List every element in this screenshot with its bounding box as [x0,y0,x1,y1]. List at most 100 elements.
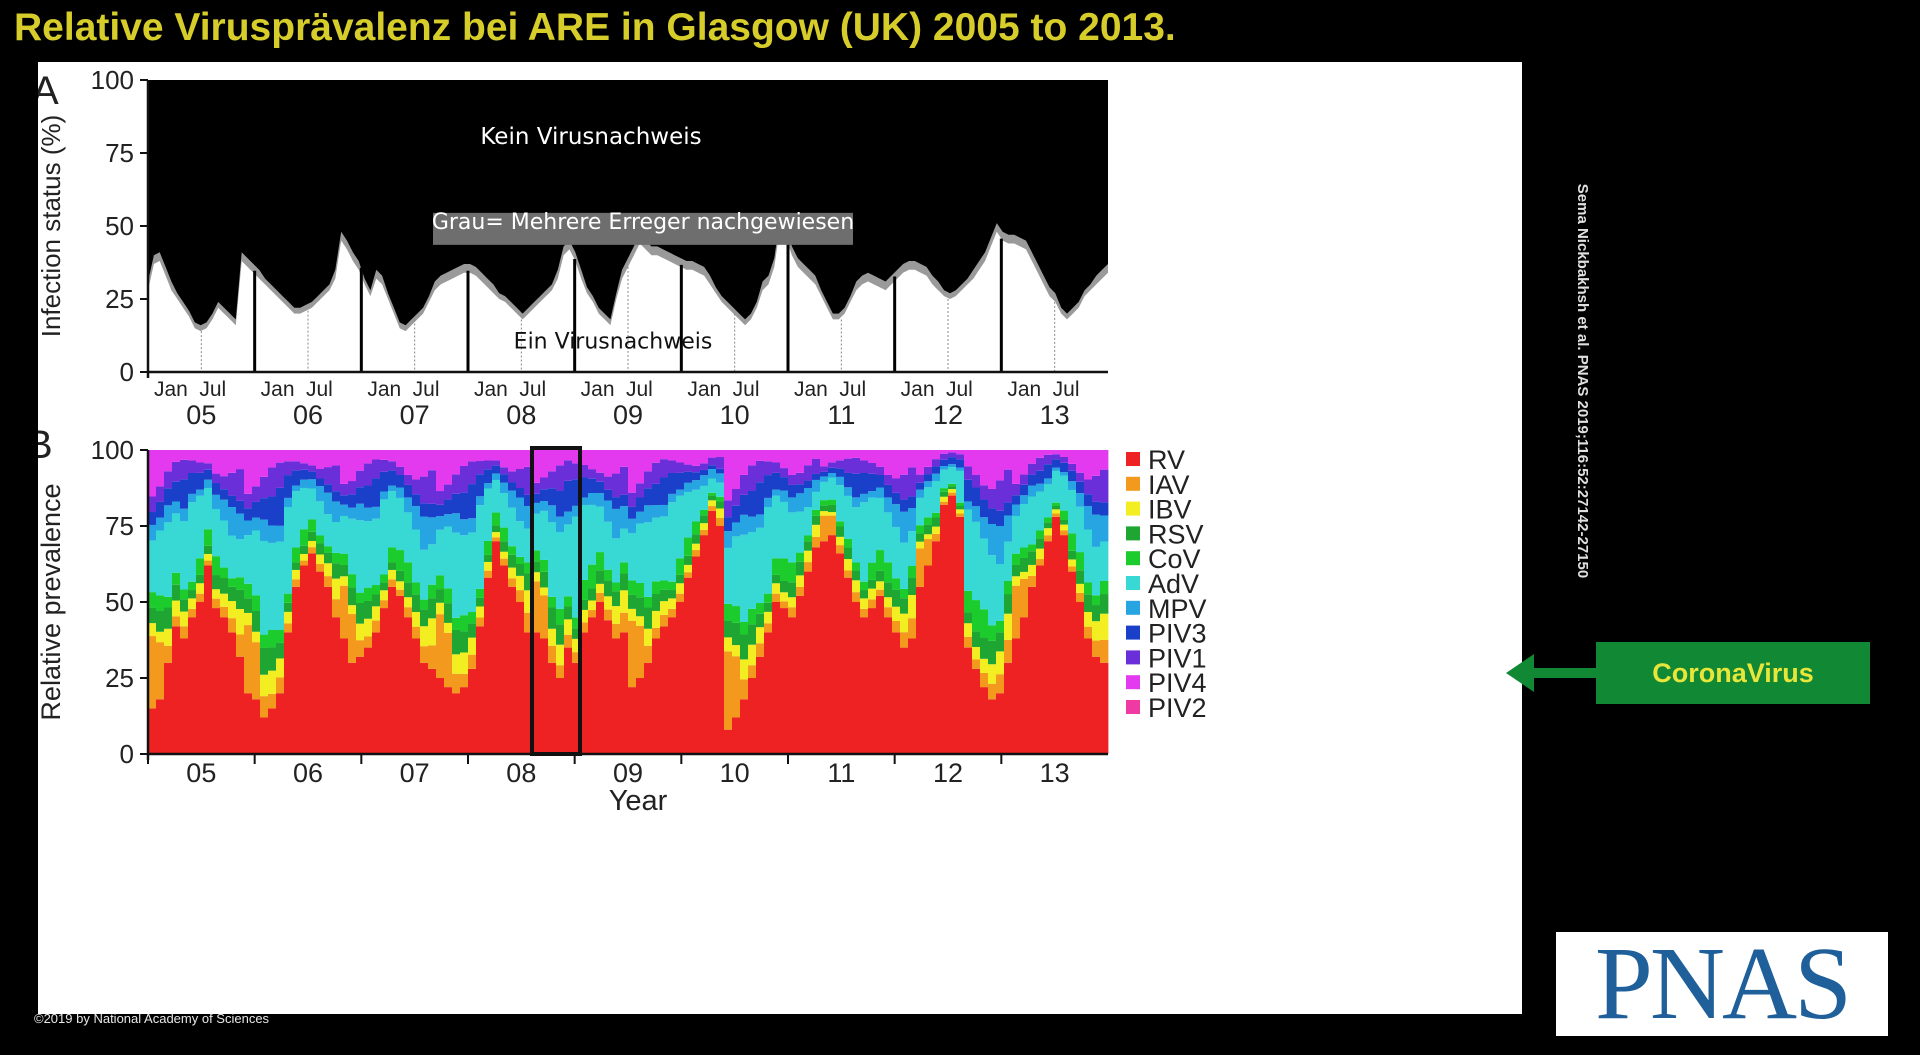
bar-segment-piv4 [180,450,189,460]
bar-segment-rv [900,647,909,754]
bar-segment-piv4 [460,450,469,466]
bar-segment-adv [764,507,773,594]
bar-segment-piv4 [820,450,829,467]
bar-segment-piv3 [412,494,421,506]
bar-segment-rsv [548,607,557,629]
bar-segment-rsv [1060,519,1069,525]
bar-segment-rsv [1084,594,1093,612]
bar-segment-piv4 [428,450,437,471]
bar-segment-mpv [668,493,677,503]
bar-segment-piv3 [180,479,189,509]
bar-segment-rsv [764,602,773,612]
bar-segment-piv3 [236,500,245,514]
bar-segment-ibv [836,536,845,546]
bar-segment-piv3 [396,475,405,488]
bar-segment-piv3 [724,517,733,532]
x-tick-month: Jan [581,378,615,401]
bar-segment-rsv [364,600,373,619]
bar-segment-iav [692,550,701,557]
bar-segment-ibv [756,627,765,644]
y-tick-label: 100 [91,65,134,95]
bar-segment-piv1 [652,462,661,484]
bar-segment-mpv [212,494,221,509]
bar-segment-piv4 [508,450,517,472]
bar-segment-mpv [324,492,333,515]
bar-segment-rv [684,577,693,754]
bar-segment-piv4 [748,450,757,466]
bar-segment-rsv [532,561,541,573]
bar-segment-piv4 [812,450,821,459]
bar-segment-rv [1060,535,1069,754]
bar-segment-rsv [596,570,605,584]
bar-segment-cov [324,546,333,553]
bar-segment-piv4 [372,450,381,460]
x-tick-month: Jan [901,378,935,401]
bar-segment-piv3 [1068,470,1077,482]
bar-segment-piv4 [852,450,861,458]
bar-segment-rsv [452,629,461,655]
bar-segment-rv [716,526,725,754]
bar-segment-rsv [732,622,741,646]
bar-segment-cov [356,592,365,603]
bar-segment-iav [684,572,693,578]
bar-segment-rv [620,632,629,754]
bar-segment-iav [348,614,357,663]
bar-segment-piv3 [476,474,485,497]
bar-segment-piv3 [1092,501,1101,515]
bar-segment-piv4 [1068,450,1077,464]
bar-segment-piv4 [924,450,933,467]
bar-segment-mpv [564,511,573,525]
bar-segment-iav [1100,639,1109,663]
bar-segment-adv [316,501,325,536]
bar-segment-piv1 [484,460,493,470]
bar-segment-mpv [804,488,813,507]
bar-segment-rsv [972,631,981,647]
bar-segment-adv [876,497,885,551]
bar-segment-rsv [700,515,709,524]
legend-item: CoV [1126,544,1201,574]
bar-segment-cov [940,488,949,492]
x-tick-year: 13 [1040,400,1070,430]
bar-segment-ibv [948,489,957,493]
bar-segment-piv1 [460,465,469,493]
left-arrow-icon [1506,654,1600,692]
bar-segment-adv [508,507,517,547]
bar-segment-mpv [716,473,725,483]
bar-segment-cov [756,603,765,614]
bar-segment-piv1 [604,476,613,490]
bar-segment-cov [956,502,965,507]
bar-segment-iav [156,642,165,700]
bar-segment-piv4 [156,450,165,487]
legend-item: PIV3 [1126,619,1207,649]
bar-segment-adv [980,538,989,610]
bar-segment-piv1 [940,453,949,460]
bar-segment-piv4 [788,450,797,475]
bar-segment-piv1 [212,473,221,484]
bar-segment-piv1 [932,459,941,467]
bar-segment-iav [732,656,741,718]
bar-segment-mpv [812,479,821,492]
bar-segment-piv1 [372,459,381,479]
bar-segment-iav [876,589,885,596]
bar-segment-iav [612,623,621,639]
bar-segment-ibv [804,550,813,563]
bar-segment-piv1 [172,461,181,482]
bar-segment-adv [740,534,749,623]
bar-segment-rsv [572,628,581,639]
bar-segment-piv4 [572,450,581,464]
bar-segment-rsv [636,597,645,617]
bar-segment-iav [892,621,901,633]
bar-segment-rv [508,586,517,754]
bar-segment-piv3 [948,457,957,465]
bar-segment-cov [796,552,805,562]
legend-swatch [1126,576,1140,590]
bar-segment-piv3 [908,496,917,508]
bar-segment-piv3 [1044,464,1053,479]
bar-segment-piv3 [836,468,845,477]
bar-segment-rsv [172,584,181,601]
bar-segment-adv [972,521,981,601]
bar-segment-piv4 [380,450,389,460]
bar-segment-mpv [588,492,597,505]
bar-segment-ibv [292,569,301,580]
bar-segment-piv4 [756,450,765,461]
